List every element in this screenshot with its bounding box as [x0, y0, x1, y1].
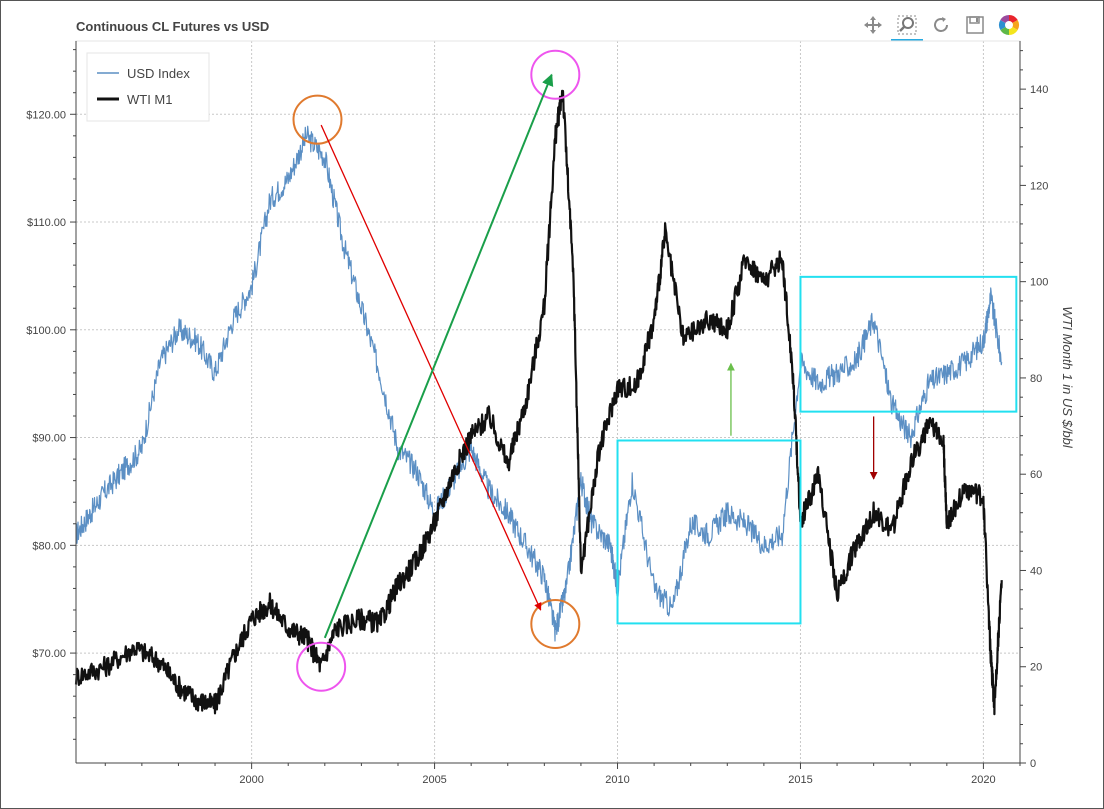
y-right-tick-label: 80 [1030, 373, 1042, 385]
x-tick-label: 2015 [788, 774, 812, 786]
reset-tool-button[interactable] [929, 13, 953, 37]
annotation-arrow [320, 124, 542, 611]
plot-area [75, 40, 1021, 764]
save-icon [966, 16, 984, 34]
reset-icon [934, 17, 948, 32]
axes: 2000 2005 2010 2015 2020 $70.00 $80.00 $90.00 $1… [26, 41, 1075, 786]
y-left-tick-label: $110.00 [27, 217, 66, 229]
active-tool-indicator [891, 39, 923, 41]
legend-item-label[interactable]: WTI M1 [127, 92, 173, 107]
annotation-layer [292, 49, 1018, 692]
legend[interactable]: USD Index WTI M1 [86, 52, 210, 122]
pan-icon [864, 16, 882, 34]
legend-item-label[interactable]: USD Index [127, 66, 190, 81]
series-line-wti-m1 [74, 89, 1003, 716]
toolbar [861, 9, 1031, 41]
x-tick-label: 2005 [422, 774, 446, 786]
y-right-tick-label: 100 [1030, 277, 1048, 289]
y-right-axis-title: WTI Month 1 in US $/bbl [1060, 306, 1075, 449]
y-left-tick-label: $100.00 [26, 325, 66, 337]
box-zoom-tool-button[interactable] [895, 13, 919, 37]
series-line-usd-index [75, 125, 1003, 642]
y-right-tick-label: 60 [1030, 469, 1042, 481]
series-layer [74, 89, 1003, 716]
y-right-tick-label: 0 [1030, 758, 1036, 770]
y-left-tick-label: $90.00 [32, 433, 66, 445]
zoom-icon [897, 15, 917, 35]
page-title: Continuous CL Futures vs USD [76, 19, 270, 34]
x-tick-label: 2010 [605, 774, 629, 786]
y-right-tick-label: 20 [1030, 662, 1042, 674]
annotation-circle [296, 641, 347, 692]
legend-box [86, 52, 210, 122]
annotation-circle [530, 598, 581, 649]
x-tick-label: 2000 [239, 774, 263, 786]
save-tool-button[interactable] [963, 13, 987, 37]
annotation-arrow [323, 73, 554, 639]
y-right-tick-label: 120 [1030, 180, 1048, 192]
grid [76, 41, 1020, 763]
y-right-tick-label: 140 [1030, 84, 1048, 96]
bokeh-logo-button[interactable] [997, 13, 1021, 37]
pan-tool-button[interactable] [861, 13, 885, 37]
annotation-box [799, 275, 1018, 413]
plot-area-border [75, 40, 1021, 764]
annotation-circle [530, 49, 581, 100]
annotation-circle [292, 94, 343, 145]
y-right-tick-label: 40 [1030, 565, 1042, 577]
y-left-tick-label: $70.00 [32, 648, 66, 660]
bokeh-logo-icon [999, 15, 1019, 35]
x-tick-label: 2020 [971, 774, 995, 786]
y-left-tick-label: $80.00 [32, 540, 66, 552]
annotation-box [616, 439, 802, 625]
y-left-tick-label: $120.00 [26, 109, 66, 121]
